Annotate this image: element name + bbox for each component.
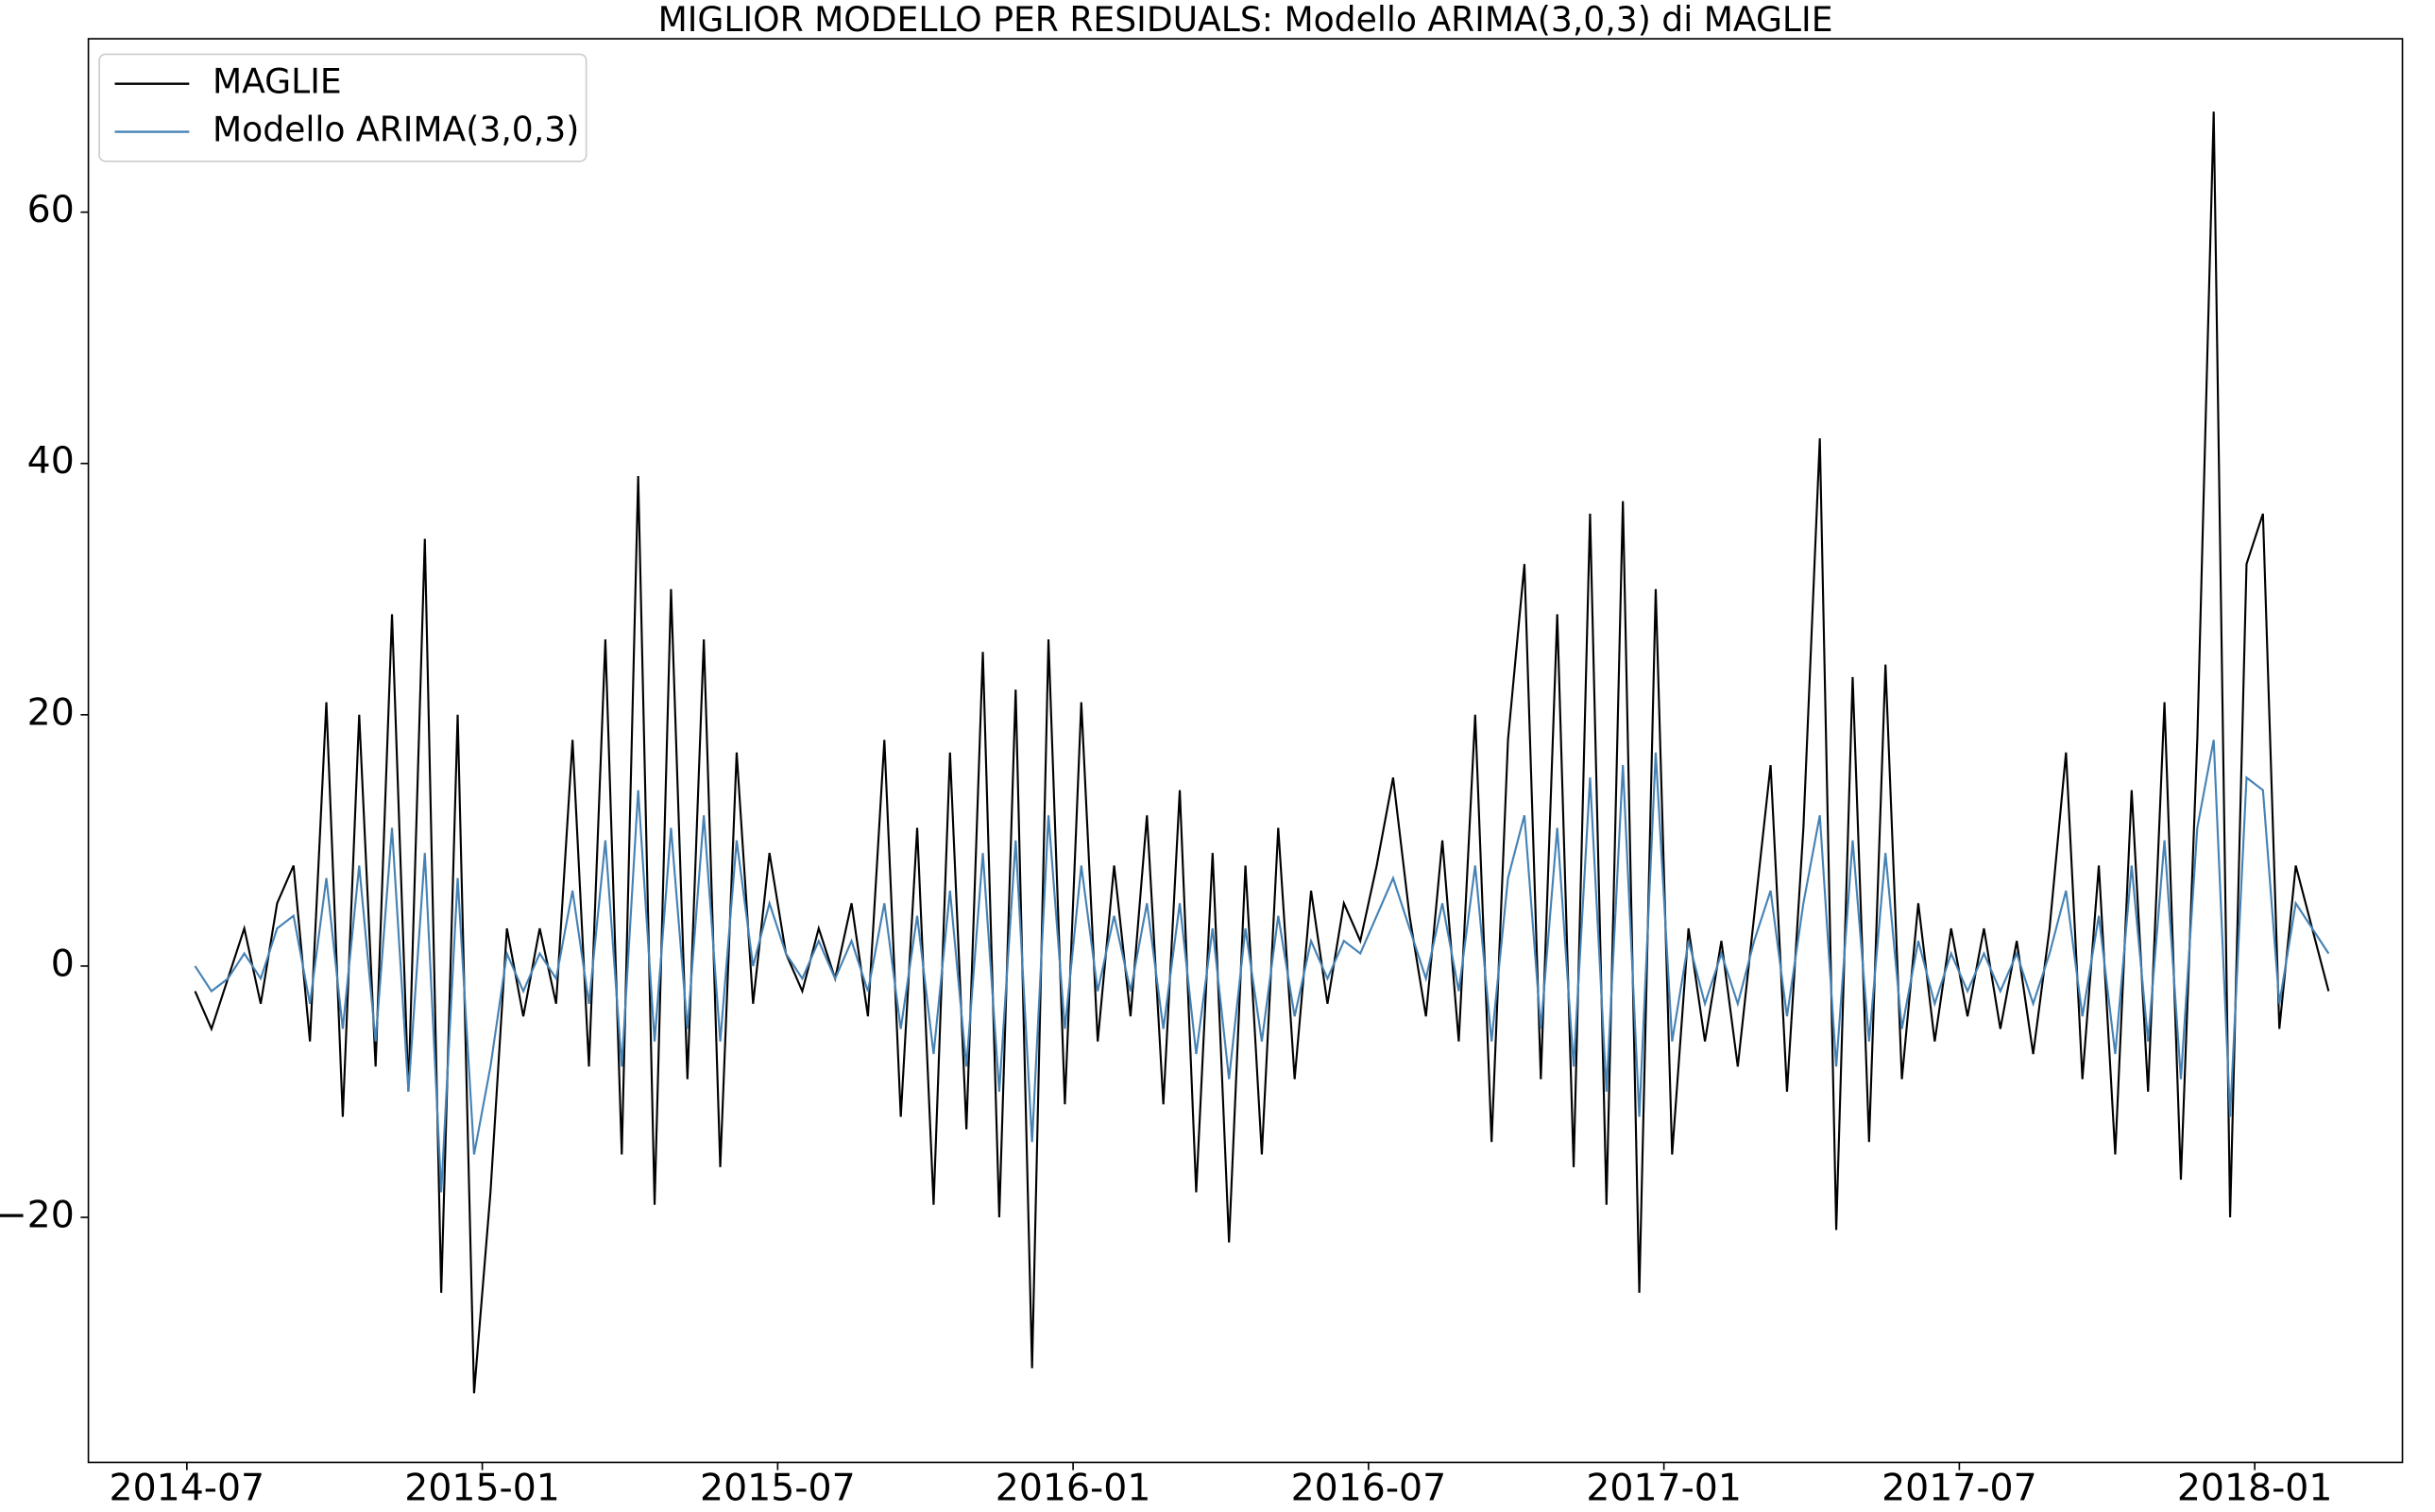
x-tick-label: 2015-07 xyxy=(700,1467,856,1510)
x-tick-label: 2017-01 xyxy=(1586,1467,1742,1510)
legend-box xyxy=(98,53,587,162)
series-line xyxy=(194,739,2330,1193)
x-tick-label: 2017-07 xyxy=(1882,1467,2037,1510)
chart-title: MIGLIOR MODELLO PER RESIDUALS: Modello A… xyxy=(658,0,1833,40)
plot-frame xyxy=(87,38,2404,1464)
x-tick-label: 2014-07 xyxy=(110,1467,265,1510)
y-tick-label: −20 xyxy=(0,1194,75,1237)
series-line xyxy=(194,111,2330,1394)
y-tick-label: 40 xyxy=(27,439,75,483)
y-tick-label: 20 xyxy=(27,690,75,734)
x-tick-label: 2016-07 xyxy=(1291,1467,1447,1510)
legend-label: MAGLIE xyxy=(213,61,342,102)
x-tick-label: 2018-01 xyxy=(2177,1467,2333,1510)
x-tick-label: 2015-01 xyxy=(404,1467,560,1510)
legend-label: Modello ARIMA(3,0,3) xyxy=(213,110,579,150)
y-tick-label: 60 xyxy=(27,188,75,231)
y-tick-label: 0 xyxy=(51,942,75,985)
x-tick-label: 2016-01 xyxy=(996,1467,1151,1510)
